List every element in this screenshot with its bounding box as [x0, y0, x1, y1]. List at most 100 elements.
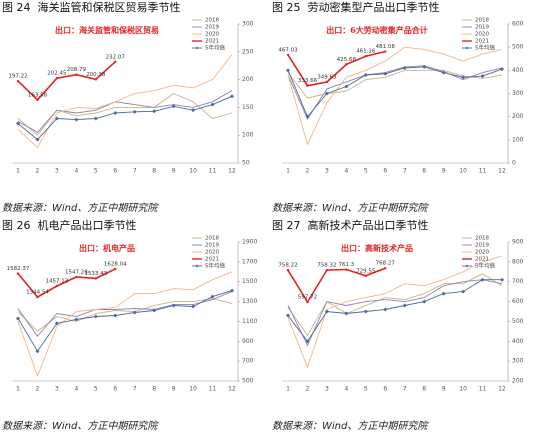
annotation: 出口：海关监管和保税区贸易 — [55, 25, 159, 35]
source: 数据来源：Wind、方正中期研究院 — [2, 202, 159, 214]
point-marker — [191, 304, 196, 309]
y-tick-label: 300 — [242, 21, 254, 28]
point-marker — [306, 300, 309, 304]
y-tick-label: 600 — [512, 21, 524, 28]
series-line — [17, 95, 233, 141]
series-line — [17, 92, 233, 136]
point-marker — [363, 309, 368, 314]
point-marker — [191, 108, 196, 113]
point-marker — [75, 275, 78, 279]
series-line — [287, 50, 386, 87]
data-label: 597.72 — [298, 295, 317, 301]
point-marker — [210, 294, 215, 299]
data-label: 425.68 — [337, 57, 357, 63]
y-tick-label: 200 — [242, 76, 254, 83]
data-label: 349.63 — [317, 75, 337, 81]
series-line — [287, 65, 503, 120]
x-tick-label: 11 — [209, 386, 217, 393]
point-marker — [422, 64, 427, 69]
point-marker — [74, 117, 79, 122]
point-marker — [441, 291, 446, 296]
y-tick-label: 1300 — [242, 298, 257, 305]
x-tick-label: 7 — [403, 386, 407, 393]
legend-label: 2020 — [475, 250, 489, 256]
x-tick-label: 2 — [306, 386, 310, 393]
x-tick-label: 11 — [479, 386, 487, 393]
annotation: 出口：高新技术产品 — [341, 243, 413, 253]
y-tick-label: 1500 — [242, 278, 257, 285]
x-tick-label: 12 — [228, 386, 236, 393]
data-label: 202.45 — [47, 71, 67, 77]
point-marker — [422, 299, 427, 304]
x-tick-label: 11 — [479, 168, 487, 175]
point-marker — [364, 54, 368, 58]
series-line — [17, 54, 233, 149]
point-marker — [171, 104, 176, 109]
y-tick-label: 150 — [242, 104, 254, 111]
point-marker — [74, 317, 79, 322]
series-line — [287, 279, 503, 347]
point-marker — [383, 71, 388, 76]
point-marker — [94, 277, 98, 280]
point-marker — [461, 289, 466, 294]
annotation: 出口：机电产品 — [79, 243, 135, 253]
x-tick-label: 2 — [306, 168, 310, 175]
point-marker — [402, 66, 407, 71]
point-marker — [75, 73, 78, 76]
point-marker — [364, 274, 368, 278]
x-tick-label: 3 — [55, 386, 59, 393]
x-tick-label: 3 — [325, 168, 329, 175]
point-marker — [345, 268, 348, 271]
legend-label: 2018 — [475, 18, 489, 24]
figure-title: 图 26 机电产品出口季节性 — [2, 218, 137, 232]
point-marker — [93, 314, 98, 319]
data-label: 461.16 — [356, 49, 376, 55]
point-marker — [16, 121, 20, 126]
y-tick-label: 400 — [512, 67, 524, 74]
data-label: 1344.54 — [26, 290, 49, 296]
x-tick-label: 12 — [228, 168, 236, 175]
x-tick-label: 9 — [172, 168, 176, 175]
x-tick-label: 1 — [286, 168, 290, 175]
point-marker — [113, 110, 118, 115]
x-tick-label: 4 — [74, 168, 78, 175]
figure-title: 图 27 高新技术产品出口季节性 — [272, 218, 429, 232]
point-marker — [344, 311, 349, 316]
series-line — [287, 279, 502, 343]
y-tick-label: 300 — [512, 90, 524, 97]
legend-label: 2021 — [205, 39, 219, 45]
point-marker — [305, 114, 310, 119]
point-marker — [230, 288, 234, 293]
legend-label: 5年均值 — [205, 44, 225, 52]
point-marker — [171, 303, 176, 308]
point-marker — [152, 109, 157, 114]
y-tick-label: 600 — [512, 298, 524, 305]
y-tick-label: 200 — [512, 378, 524, 385]
point-marker — [16, 79, 20, 83]
y-tick-label: 900 — [512, 239, 524, 246]
y-tick-label: 500 — [512, 318, 524, 325]
legend-label: 5年均值 — [475, 44, 495, 52]
series-line — [287, 267, 386, 304]
legend-label: 2021 — [205, 257, 219, 263]
y-tick-label: 1700 — [242, 258, 257, 265]
y-tick-label: 250 — [242, 48, 254, 55]
data-label: 481.08 — [376, 44, 396, 50]
x-tick-label: 9 — [442, 168, 446, 175]
source: 数据来源：Wind、方正中期研究院 — [272, 202, 429, 214]
point-marker — [36, 295, 39, 299]
y-tick-label: 800 — [512, 258, 524, 265]
data-label: 761.3 — [338, 262, 354, 268]
point-marker — [230, 94, 234, 99]
point-marker — [132, 310, 137, 315]
x-tick-label: 7 — [133, 168, 137, 175]
data-label: 163.58 — [28, 92, 48, 98]
legend-label: 2020 — [205, 250, 219, 256]
legend-label: 2018 — [205, 18, 219, 24]
x-tick-label: 4 — [344, 168, 348, 175]
y-tick-label: 1900 — [242, 239, 257, 246]
data-label: 197.22 — [8, 74, 27, 80]
x-tick-label: 5 — [94, 386, 98, 393]
point-marker — [16, 316, 20, 321]
series-line — [17, 290, 233, 353]
